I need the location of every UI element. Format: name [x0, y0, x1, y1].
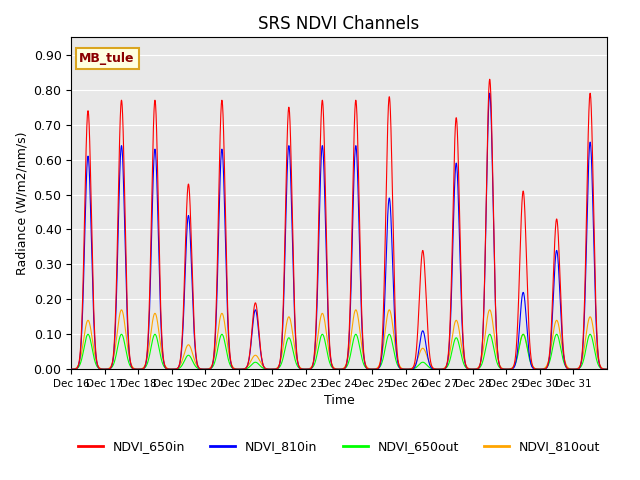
X-axis label: Time: Time: [324, 395, 355, 408]
Y-axis label: Radiance (W/m2/nm/s): Radiance (W/m2/nm/s): [15, 132, 28, 275]
Legend: NDVI_650in, NDVI_810in, NDVI_650out, NDVI_810out: NDVI_650in, NDVI_810in, NDVI_650out, NDV…: [73, 435, 605, 458]
Title: SRS NDVI Channels: SRS NDVI Channels: [259, 15, 420, 33]
Text: MB_tule: MB_tule: [79, 52, 135, 65]
